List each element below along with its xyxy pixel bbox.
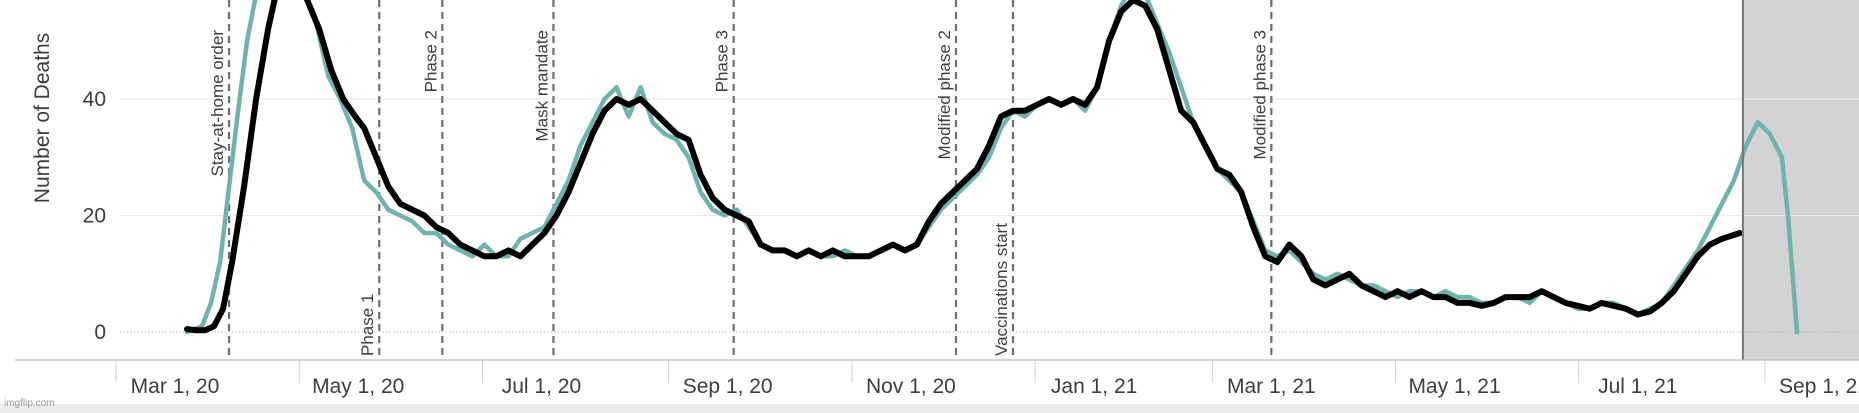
x-tick-label: Mar 1, 21 — [1227, 375, 1316, 398]
bottom-strip — [0, 404, 1859, 413]
watermark: imgflip.com — [4, 398, 55, 409]
event-label: Phase 1 — [358, 294, 377, 356]
x-tick-label: Sep 1, 21 — [1779, 375, 1859, 398]
x-tick-label: Jul 1, 20 — [502, 375, 581, 398]
x-tick-label: May 1, 21 — [1408, 375, 1500, 398]
event-label: Mask mandate — [532, 30, 551, 142]
x-tick-label: Mar 1, 20 — [131, 375, 220, 398]
gridlines — [120, 98, 1859, 333]
event-label: Stay-at-home order — [208, 30, 227, 177]
y-tick-label: 40 — [83, 88, 106, 111]
y-axis-label: Number of Deaths — [31, 33, 54, 203]
y-tick-label: 20 — [83, 205, 106, 228]
x-tick-label: Jan 1, 21 — [1051, 375, 1137, 398]
event-label: Vaccinations start — [992, 223, 1011, 356]
rolling-average-line — [184, 0, 1743, 334]
event-labels: Stay-at-home order Phase 1 Phase 2 Mask man… — [208, 30, 1269, 356]
y-axis-ticks: 0 20 40 — [83, 88, 106, 344]
y-tick-label: 0 — [94, 321, 106, 344]
shaded-region — [1742, 0, 1859, 360]
x-tick-label: May 1, 20 — [312, 375, 404, 398]
event-label: Phase 3 — [713, 30, 732, 92]
x-axis-ticks: Mar 1, 20 May 1, 20 Jul 1, 20 Sep 1, 20 Nov … — [115, 360, 1859, 398]
event-label: Modified phase 2 — [935, 30, 954, 159]
daily-deaths-line — [184, 0, 1800, 335]
x-tick-label: Jul 1, 21 — [1598, 375, 1677, 398]
event-label: Phase 2 — [421, 30, 440, 92]
event-label: Modified phase 3 — [1250, 30, 1269, 159]
x-tick-label: Nov 1, 20 — [866, 375, 956, 398]
x-tick-label: Sep 1, 20 — [683, 375, 773, 398]
